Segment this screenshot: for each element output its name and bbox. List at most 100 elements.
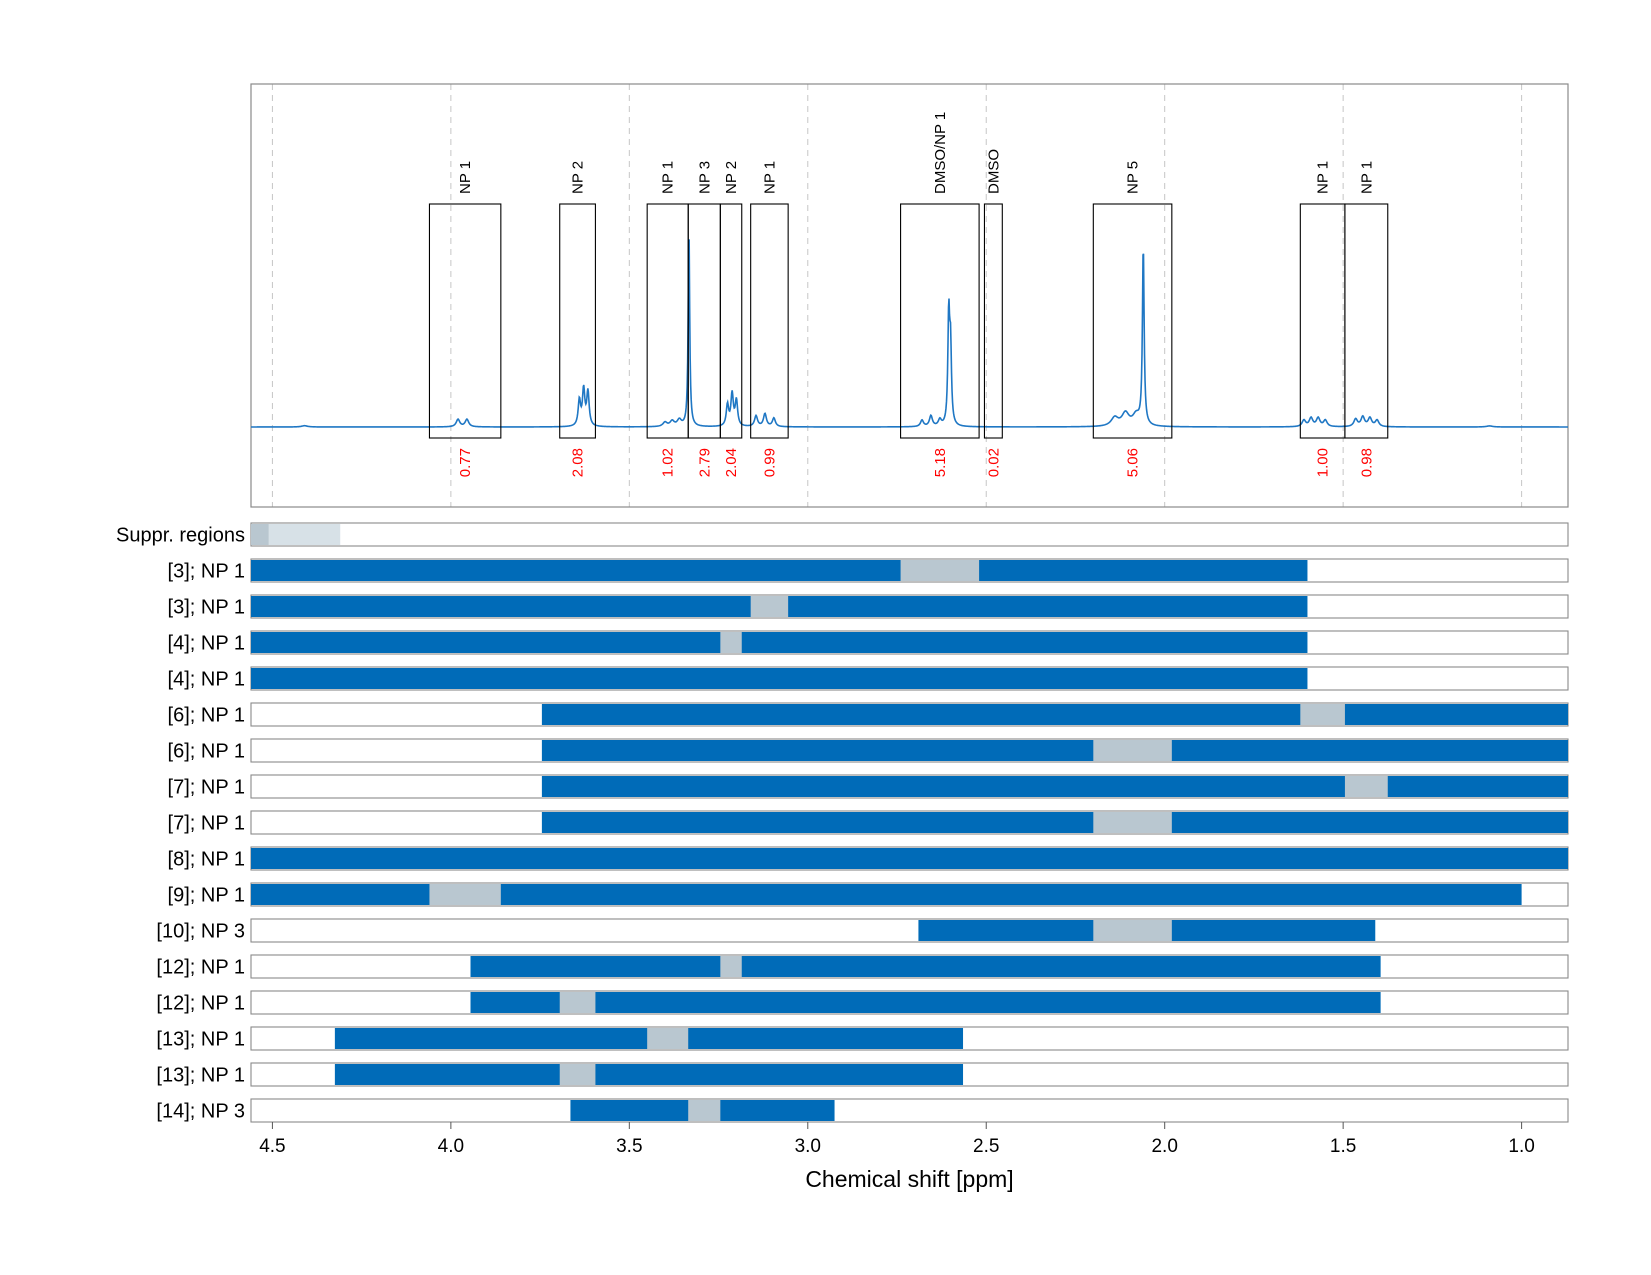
peak-region: NP 2 2.08: [559, 161, 596, 477]
row-label: [4]; NP 1: [168, 669, 245, 691]
region-row: [6]; NP 1: [168, 738, 1569, 763]
region-row: [4]; NP 1: [168, 666, 1569, 691]
peak-region-box: [983, 203, 1003, 439]
x-tick-label: 4.0: [438, 1136, 464, 1157]
signal-region-gap: [647, 1028, 689, 1049]
suppressed-segment: [268, 524, 341, 545]
signal-region-gap: [1093, 740, 1172, 761]
peak-integral-label: 1.00: [1315, 448, 1332, 477]
signal-region-gap: [720, 956, 742, 977]
row-label: [12]; NP 1: [156, 957, 245, 979]
region-row: [14]; NP 3: [156, 1098, 1569, 1123]
region-row: [4]; NP 1: [168, 630, 1569, 655]
region-row: [13]; NP 1: [156, 1062, 1569, 1087]
x-tick-label: 1.0: [1508, 1136, 1534, 1157]
grid-lines: [271, 84, 1523, 507]
peak-region-label: DMSO/NP 1: [932, 112, 949, 194]
row-label: [3]; NP 1: [168, 597, 245, 619]
fit-range-bar: [541, 812, 1569, 833]
signal-region-gap: [429, 884, 501, 905]
suppressed-segment: [251, 524, 269, 545]
peak-integral-label: 2.08: [570, 448, 587, 477]
signal-region-gap: [750, 596, 789, 617]
row-label: Suppr. regions: [116, 525, 245, 547]
fit-range-bar: [470, 956, 1381, 977]
fit-range-bar: [334, 1064, 964, 1085]
signal-region-gap: [1344, 776, 1388, 797]
signal-region-gap: [900, 560, 980, 581]
x-axis: 4.5 4.0 3.5 3.0 2.5 2.0 1.5 1.0: [259, 1122, 1535, 1157]
peak-region: NP 1 0.98: [1344, 161, 1389, 477]
row-label: [10]; NP 3: [156, 921, 245, 943]
region-row: [9]; NP 1: [168, 882, 1569, 907]
peak-integral-label: 5.18: [932, 448, 949, 477]
row-label: [4]; NP 1: [168, 633, 245, 655]
row-label: [13]; NP 1: [156, 1029, 245, 1051]
peak-region-label: NP 1: [1315, 161, 1332, 194]
spectrum-panel: NP 1 0.77 NP 2 2.08 NP 1 1.02 NP 3 2.79 NP 2 2.04…: [250, 83, 1569, 508]
peak-region-box: [750, 203, 789, 439]
fit-range-bar: [541, 740, 1569, 761]
row-label: [3]; NP 1: [168, 561, 245, 583]
row-label: [13]; NP 1: [156, 1065, 245, 1087]
region-row: [8]; NP 1: [168, 846, 1569, 871]
x-tick-label: 3.5: [616, 1136, 642, 1157]
peak-region: NP 1 0.77: [428, 161, 502, 477]
peak-region-label: NP 3: [696, 161, 713, 194]
fit-range-bar: [251, 884, 1522, 905]
region-row: [7]; NP 1: [168, 774, 1569, 799]
peak-region-label: NP 2: [570, 161, 587, 194]
peak-integral-label: 0.98: [1358, 448, 1375, 477]
x-tick-label: 2.5: [973, 1136, 999, 1157]
signal-region-gap: [720, 632, 742, 653]
peak-region: NP 1 1.02: [646, 161, 689, 477]
peak-integral-label: 0.99: [761, 448, 778, 477]
peak-region-label: DMSO: [985, 149, 1002, 194]
fit-range-bar: [251, 560, 1308, 581]
peak-region-label: NP 1: [761, 161, 778, 194]
peak-region: DMSO/NP 1 5.18: [900, 112, 980, 477]
x-tick-label: 4.5: [259, 1136, 285, 1157]
region-row: [12]; NP 1: [156, 990, 1569, 1015]
row-label: [7]; NP 1: [168, 813, 245, 835]
peak-region: NP 1 0.99: [750, 161, 789, 477]
fit-range-bar: [251, 668, 1308, 689]
peak-region-label: NP 1: [457, 161, 474, 194]
region-row: [10]; NP 3: [156, 918, 1569, 943]
peak-region: NP 3 2.79: [687, 161, 721, 477]
fit-range-bar: [541, 704, 1569, 725]
signal-region-gap: [688, 1100, 721, 1121]
peak-region-label: NP 5: [1125, 161, 1142, 194]
signal-region-gap: [559, 992, 596, 1013]
peak-region-box: [687, 203, 721, 439]
peak-integral-label: 5.06: [1125, 448, 1142, 477]
region-row: [13]; NP 1: [156, 1026, 1569, 1051]
peak-integral-label: 1.02: [660, 448, 677, 477]
region-row: Suppr. regions: [116, 522, 1569, 547]
region-row: [12]; NP 1: [156, 954, 1569, 979]
peak-integral-label: 2.79: [696, 448, 713, 477]
region-row: [3]; NP 1: [168, 558, 1569, 583]
peak-region-box: [559, 203, 596, 439]
peak-region-label: NP 2: [723, 161, 740, 194]
row-label: [6]; NP 1: [168, 705, 245, 727]
row-label: [9]; NP 1: [168, 885, 245, 907]
fit-range-bar: [251, 632, 1308, 653]
peak-region-box: [1299, 203, 1346, 439]
peak-region-label: NP 1: [660, 161, 677, 194]
spectrum-line: [251, 239, 1568, 428]
x-tick-label: 1.5: [1330, 1136, 1356, 1157]
row-label: [12]; NP 1: [156, 993, 245, 1015]
peak-region: NP 5 5.06: [1092, 161, 1173, 477]
peak-integral-label: 2.04: [723, 448, 740, 477]
row-frame: [250, 1098, 1569, 1123]
row-label: [8]; NP 1: [168, 849, 245, 871]
region-row: [6]; NP 1: [168, 702, 1569, 727]
row-frame: [250, 522, 1569, 547]
region-row: [3]; NP 1: [168, 594, 1569, 619]
signal-region-gap: [1300, 704, 1345, 725]
peak-region-box: [900, 203, 980, 439]
peak-region-box: [428, 203, 502, 439]
fit-range-bar: [470, 992, 1381, 1013]
